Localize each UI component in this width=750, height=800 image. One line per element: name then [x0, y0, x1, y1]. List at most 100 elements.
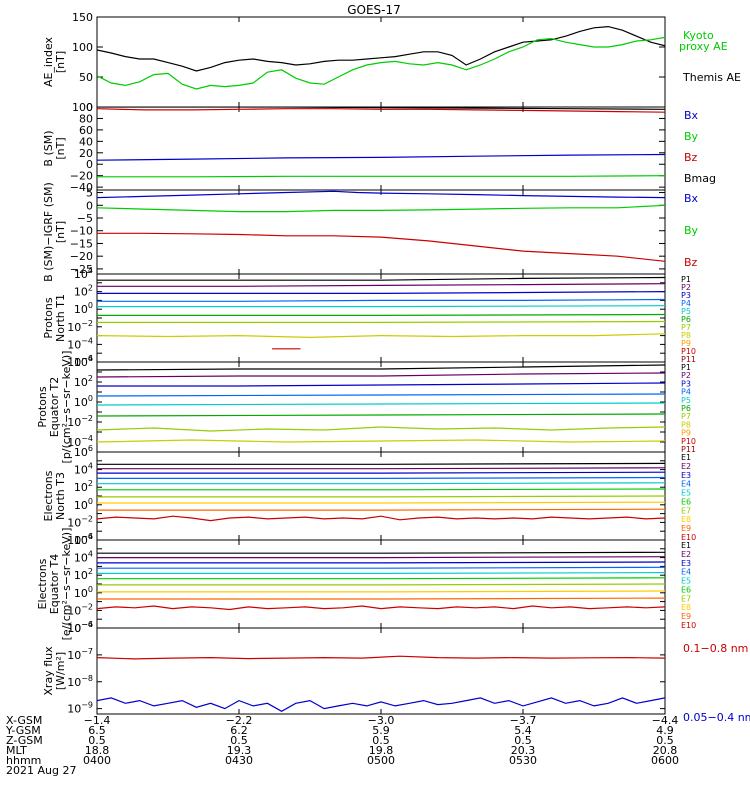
series-line-e4 [97, 476, 665, 479]
y-tick-label: 102 [74, 479, 93, 494]
series-line-bx [97, 153, 665, 161]
ephemeris-value: 0500 [367, 754, 395, 767]
ephemeris-value: 5.9 [372, 724, 390, 737]
series-line-e6 [97, 577, 665, 580]
ephemeris-row-label: Z-GSM [6, 734, 43, 747]
y-tick-label: 10−2 [67, 602, 93, 617]
y-axis-label: Electrons [42, 470, 55, 521]
legend-entry: Bx [684, 192, 699, 205]
y-axis-label: Protons [36, 386, 49, 427]
y-tick-label: −20 [70, 170, 93, 183]
series-group [97, 655, 665, 712]
y-axis-label: North T1 [54, 294, 67, 342]
y-tick-label: 20 [79, 147, 93, 160]
series-line-e8 [97, 590, 665, 593]
y-tick-label: −25 [70, 263, 93, 276]
y-tick-label: 0 [86, 158, 93, 171]
y-axis-label: [nT] [54, 137, 67, 159]
series-group [97, 551, 665, 611]
legend-entry: P9 [681, 429, 691, 438]
ephemeris-value: −2.2 [226, 714, 253, 727]
legend-entry: E10 [681, 533, 696, 542]
series-line-themis-ae [97, 25, 665, 72]
series-line-e3 [97, 561, 665, 564]
y-tick-label: 100 [74, 497, 93, 512]
series-line-e1 [97, 551, 665, 554]
y-tick-label: 80 [79, 112, 93, 125]
series-line-p6 [97, 413, 665, 417]
series-line-p8 [97, 439, 665, 443]
ephemeris-value: 0400 [83, 754, 111, 767]
y-tick-label: 100 [72, 41, 93, 54]
y-axis-label: [nT] [54, 51, 67, 73]
y-tick-label: 10−6 [67, 354, 93, 369]
legend-entry: Bz [684, 151, 698, 164]
legend-entry: E5 [681, 577, 691, 586]
legend-entry: E2 [681, 462, 691, 471]
legend-entry: E9 [681, 524, 691, 533]
ephemeris-value: 6.5 [88, 724, 106, 737]
ephemeris-value: −1.4 [84, 714, 111, 727]
legend-entry: P11 [681, 355, 696, 364]
y-tick-label: 0 [86, 101, 93, 114]
y-tick-label: 10−4 [67, 620, 93, 635]
y-tick-label: 106 [74, 532, 93, 547]
legend-entry: E4 [681, 480, 691, 489]
series-line-e1 [97, 462, 665, 465]
legend-entry: P8 [681, 420, 691, 429]
legend-entry: E7 [681, 594, 691, 603]
panel-frame [96, 189, 666, 275]
series-line-kyoto-proxy-ae [97, 36, 665, 90]
y-axis-label: North T3 [54, 472, 67, 520]
legend-entry: Bz [684, 256, 698, 269]
series-line-0-1-0-8-nm [97, 655, 665, 660]
series-line-e9 [97, 597, 665, 600]
y-axis-label: Protons [42, 297, 55, 338]
y-tick-label: 102 [74, 567, 93, 582]
ephemeris-value: 18.8 [85, 744, 110, 757]
legend-entry: 0.05−0.4 nm [683, 711, 750, 724]
legend-entry: E1 [681, 453, 691, 462]
y-tick-label: 104 [74, 266, 93, 281]
ephemeris-value: −3.7 [510, 714, 537, 727]
ephemeris-value: 19.8 [369, 744, 394, 757]
legend-entry: P4 [681, 388, 691, 397]
ephemeris-value: 20.8 [653, 744, 678, 757]
y-axis-label: B (SM) [42, 130, 55, 166]
y-tick-label: 104 [74, 462, 93, 477]
legend-entry: E7 [681, 506, 691, 515]
y-tick-label: 10−2 [67, 414, 93, 429]
legend-entry: P5 [681, 396, 691, 405]
series-line-e5 [97, 571, 665, 575]
legend-entry: P10 [681, 437, 696, 446]
legend-entry: E8 [681, 603, 691, 612]
ephemeris-value: 4.9 [656, 724, 674, 737]
legend-entry: P2 [681, 371, 691, 380]
legend-entry: E1 [681, 541, 691, 550]
legend-entry: P1 [681, 363, 691, 372]
ephemeris-value: 0430 [225, 754, 253, 767]
legend-entry: 0.1−0.8 nm [683, 642, 748, 655]
y-tick-label: 100 [72, 101, 93, 114]
y-tick-label: 104 [74, 550, 93, 565]
y-tick-label: −5 [77, 212, 93, 225]
ephemeris-value: 0.5 [372, 734, 390, 747]
series-line-e2 [97, 556, 665, 559]
series-line-e4 [97, 566, 665, 569]
series-line-bz [97, 232, 665, 262]
series-group [97, 25, 665, 90]
y-axis-label: [e/(cm²−s−sr−keV)] [60, 528, 73, 641]
series-line-p1 [97, 276, 665, 281]
series-line-e2 [97, 467, 665, 470]
y-tick-label: 10−8 [67, 674, 93, 689]
legend-entry: E5 [681, 489, 691, 498]
series-line-e8 [97, 501, 665, 504]
series-line-p5 [97, 305, 665, 308]
legend-entry: By [684, 130, 699, 143]
y-tick-label: 10−9 [67, 701, 93, 716]
series-line-p6 [97, 313, 665, 316]
legend-entry: P8 [681, 331, 691, 340]
y-tick-label: 150 [72, 11, 93, 24]
